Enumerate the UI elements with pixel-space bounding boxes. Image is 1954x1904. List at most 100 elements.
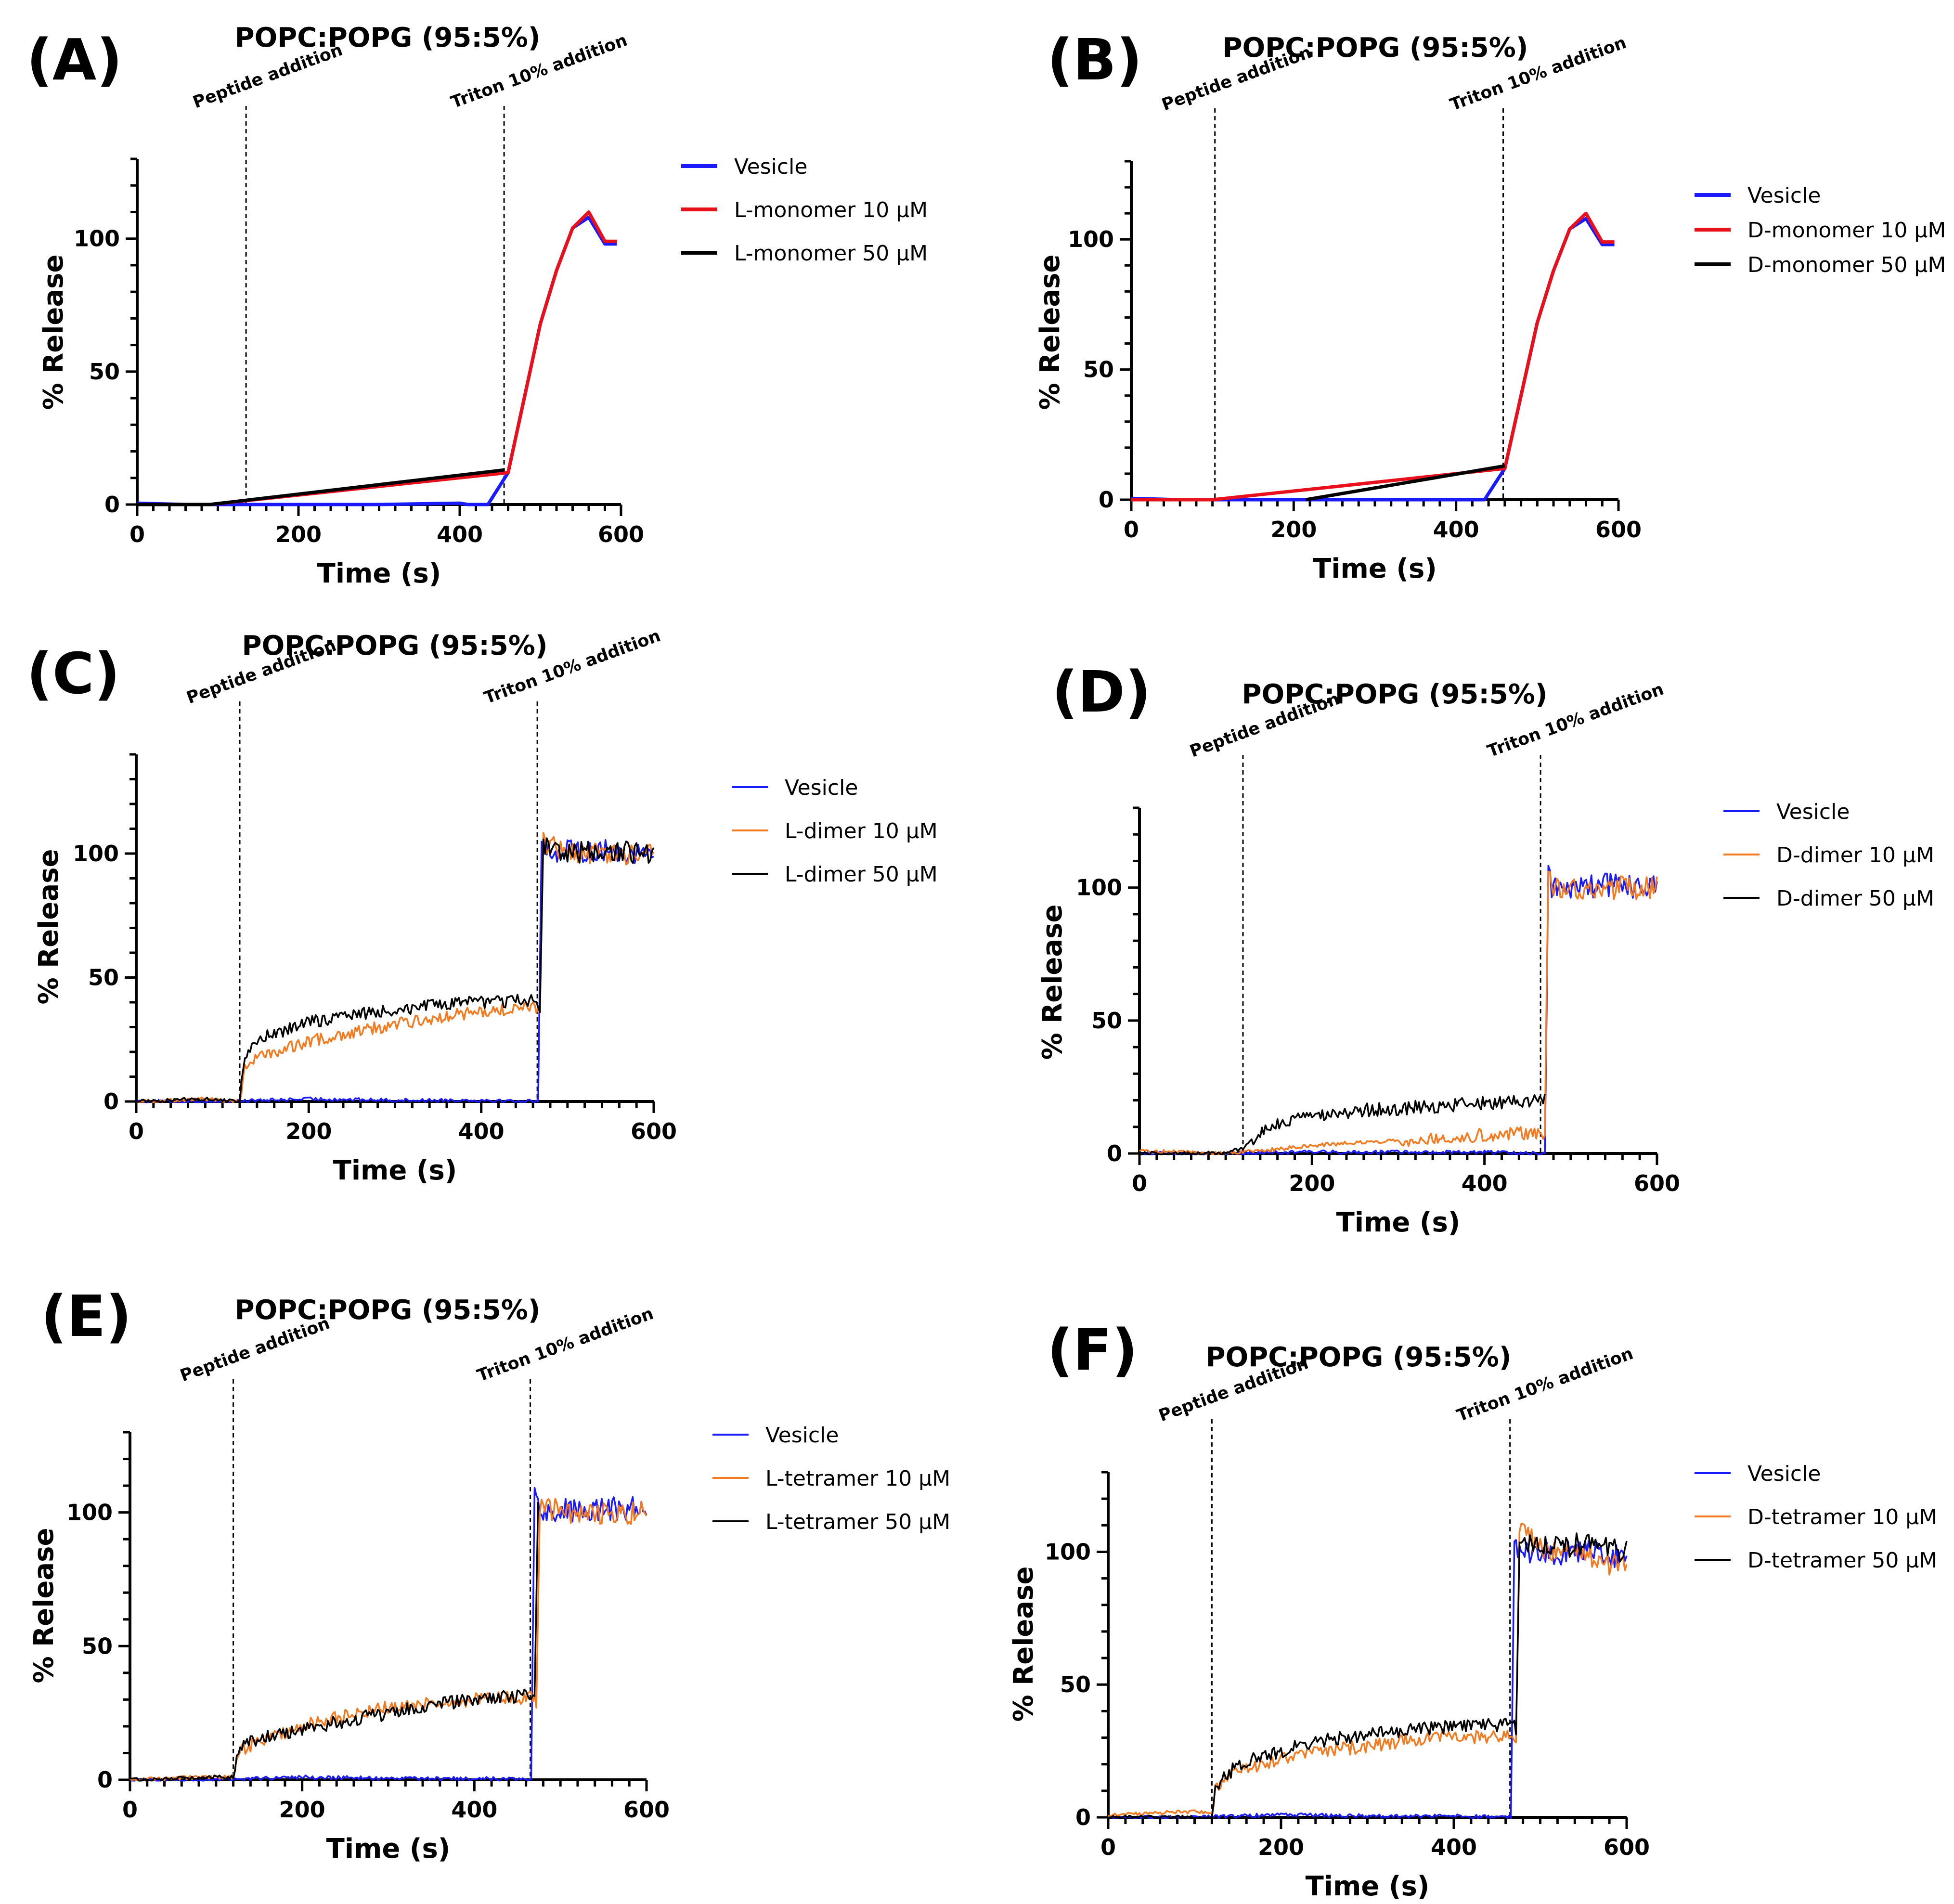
y-tick-label: 50 [1083, 357, 1114, 383]
legend-label: D-dimer 50 µM [1776, 886, 1934, 911]
series-line [130, 1502, 539, 1782]
y-tick-label: 0 [1075, 1804, 1091, 1830]
x-tick-label: 600 [1604, 1834, 1650, 1860]
y-tick-label: 50 [89, 359, 120, 385]
legend-label: L-tetramer 50 µM [765, 1510, 950, 1534]
legend-label: L-monomer 10 µM [734, 198, 928, 222]
x-tick-label: 0 [1132, 1170, 1147, 1196]
series-line [1306, 464, 1505, 502]
panel-label: (F) [1047, 1317, 1138, 1383]
series-line [135, 839, 654, 1103]
y-tick-label: 50 [88, 965, 119, 991]
legend-label: D-tetramer 50 µM [1747, 1548, 1937, 1573]
panel-label: (C) [26, 640, 120, 707]
legend-label: L-tetramer 10 µM [765, 1466, 950, 1491]
x-tick-label: 200 [1289, 1170, 1335, 1196]
x-tick-label: 0 [129, 1118, 144, 1144]
chart-title: POPC:POPG (95:5%) [1223, 32, 1528, 64]
legend-label: Vesicle [1776, 800, 1850, 824]
chart-title: POPC:POPG (95:5%) [242, 630, 548, 661]
legend-label: L-dimer 50 µM [785, 862, 938, 887]
x-tick-label: 600 [631, 1118, 677, 1144]
x-tick-label: 200 [1258, 1834, 1304, 1860]
panel-a: (A) POPC:POPG (95:5%) 0 200 400 600 0 50 100 Time… [26, 22, 928, 589]
x-tick-label: 600 [1595, 517, 1642, 543]
series-line [1139, 1093, 1546, 1155]
series-line [1131, 217, 1615, 502]
x-tick-label: 400 [1462, 1170, 1508, 1196]
series-line [1131, 211, 1615, 502]
panel-e: (E) POPC:POPG (95:5%) 0 200 400 600 0 50 100 Time… [28, 1283, 950, 1865]
panel-c: (C) POPC:POPG (95:5%) 0 200 400 600 0 50 100 Time… [26, 626, 938, 1186]
y-tick-label: 100 [73, 841, 119, 867]
series-line [1139, 870, 1658, 1155]
x-tick-label: 400 [437, 521, 483, 547]
legend-label: Vesicle [1747, 183, 1821, 208]
series-line [129, 1487, 647, 1782]
panel-label: (B) [1047, 26, 1142, 93]
x-tick-label: 0 [1124, 517, 1139, 543]
series-line [1139, 865, 1658, 1155]
x-axis-title: Time (s) [317, 558, 441, 589]
y-tick-label: 0 [1107, 1140, 1122, 1166]
legend-label: L-monomer 50 µM [734, 241, 928, 266]
legend-label: D-monomer 50 µM [1747, 253, 1946, 277]
series-line [137, 210, 617, 506]
series-line [1108, 1523, 1628, 1817]
x-axis-title: Time (s) [326, 1833, 451, 1865]
x-axis-title: Time (s) [333, 1155, 457, 1186]
panel-d: (D) POPC:POPG (95:5%) 0 200 400 600 0 50 100 Time… [1037, 659, 1934, 1238]
x-tick-label: 0 [1100, 1834, 1116, 1860]
y-axis-title: % Release [28, 1528, 60, 1684]
y-tick-label: 100 [1076, 875, 1122, 901]
x-tick-label: 200 [285, 1118, 332, 1144]
x-tick-label: 400 [451, 1797, 497, 1823]
legend-label: Vesicle [734, 155, 807, 179]
y-tick-label: 0 [97, 1767, 113, 1793]
x-tick-label: 0 [129, 521, 145, 547]
panel-label: (D) [1052, 659, 1151, 725]
chart-title: POPC:POPG (95:5%) [1206, 1342, 1512, 1373]
panel-label: (A) [26, 26, 122, 93]
x-tick-label: 400 [1433, 517, 1479, 543]
panel-f: (F) POPC:POPG (95:5%) 0 200 400 600 0 50 100 Time… [1008, 1317, 1937, 1902]
x-tick-label: 400 [1431, 1834, 1477, 1860]
y-tick-label: 0 [104, 492, 120, 518]
x-axis-title: Time (s) [1306, 1871, 1430, 1902]
legend-label: Vesicle [765, 1423, 839, 1448]
x-tick-label: 600 [623, 1797, 670, 1823]
y-axis-title: % Release [33, 849, 65, 1005]
series-line [137, 468, 505, 506]
y-axis-title: % Release [1008, 1567, 1039, 1722]
series-line [129, 1498, 647, 1782]
y-tick-label: 100 [1045, 1539, 1091, 1565]
legend-label: L-dimer 10 µM [785, 819, 938, 843]
x-tick-label: 200 [275, 521, 322, 547]
x-tick-label: 200 [279, 1797, 325, 1823]
panel-label: (E) [41, 1283, 131, 1349]
x-tick-label: 600 [598, 521, 644, 547]
y-tick-label: 50 [1060, 1671, 1091, 1697]
y-axis-title: % Release [38, 255, 69, 410]
x-tick-label: 400 [458, 1118, 505, 1144]
y-tick-label: 100 [74, 226, 120, 252]
x-tick-label: 0 [122, 1797, 138, 1823]
y-axis-title: % Release [1037, 905, 1068, 1060]
series-line [1107, 1539, 1628, 1819]
x-tick-label: 200 [1270, 517, 1317, 543]
panel-b: (B) POPC:POPG (95:5%) 0 200 400 600 0 50 100 Time… [1035, 26, 1946, 584]
x-axis-title: Time (s) [1313, 553, 1437, 584]
y-tick-label: 100 [66, 1500, 113, 1526]
chart-title: POPC:POPG (95:5%) [1242, 679, 1548, 710]
y-tick-label: 100 [1068, 226, 1114, 252]
x-axis-title: Time (s) [1336, 1207, 1461, 1238]
chart-title: POPC:POPG (95:5%) [235, 1295, 541, 1326]
y-axis-title: % Release [1035, 255, 1066, 410]
series-line [136, 831, 655, 1103]
y-tick-label: 50 [1091, 1008, 1122, 1034]
legend-label: Vesicle [785, 776, 858, 800]
y-tick-label: 0 [104, 1088, 119, 1114]
series-line [137, 216, 617, 506]
series-line [1108, 1532, 1628, 1819]
